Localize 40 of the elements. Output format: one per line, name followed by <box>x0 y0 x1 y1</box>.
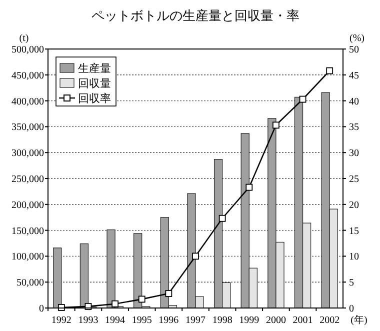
x-tick-label: 1992 <box>51 315 72 326</box>
y2-tick-label: 5 <box>349 278 354 289</box>
y-tick-label: 300,000 <box>12 148 44 160</box>
y-tick-label: 100,000 <box>12 252 44 263</box>
title: ペットボトルの生産量と回収量・率 <box>92 8 300 23</box>
y2-tick-label: 10 <box>349 252 359 263</box>
y-tick-label: 400,000 <box>12 96 44 108</box>
y-tick-label: 50,000 <box>16 278 44 289</box>
y2-tick-label: 35 <box>349 122 359 134</box>
y2-tick-label: 0 <box>349 304 354 314</box>
y2-tick-label: 40 <box>349 96 359 108</box>
y2-tick-label: 20 <box>349 200 359 211</box>
x-tick-label: 1997 <box>186 315 206 326</box>
y-tick-label: 200,000 <box>12 200 44 211</box>
y-tick-label: 0 <box>39 304 44 314</box>
y2-axis-title: (%) <box>350 33 364 44</box>
y-tick-label: 150,000 <box>12 226 44 237</box>
legend-label: 回収量 <box>78 77 111 90</box>
y2-tick-label: 25 <box>349 174 359 185</box>
y2-tick-label: 15 <box>349 226 359 237</box>
x-tick-label: 1995 <box>132 315 152 326</box>
x-tick-label: 1998 <box>212 315 232 326</box>
x-tick-label: 1993 <box>78 315 98 326</box>
legend-label: 回収率 <box>78 92 111 105</box>
y-tick-label: 350,000 <box>12 122 44 134</box>
y2-tick-label: 45 <box>349 70 359 82</box>
y2-tick-label: 50 <box>349 44 359 56</box>
legend-label: 生産量 <box>78 62 111 75</box>
y2-tick-label: 30 <box>349 148 359 160</box>
y-axis-title: (t) <box>19 33 29 44</box>
x-tick-label: 1996 <box>158 315 179 326</box>
x-tick-label: 1999 <box>239 315 260 326</box>
y-tick-label: 250,000 <box>12 174 44 185</box>
x-tick-label: 2002 <box>320 315 340 326</box>
x-tick-label: 2000 <box>266 315 286 326</box>
y-tick-label: 500,000 <box>12 44 44 56</box>
x-tick-label: 2001 <box>292 315 313 326</box>
x-tick-label: 1994 <box>105 315 126 326</box>
y-tick-label: 450,000 <box>12 70 44 82</box>
x-axis-title: (年) <box>350 314 368 326</box>
